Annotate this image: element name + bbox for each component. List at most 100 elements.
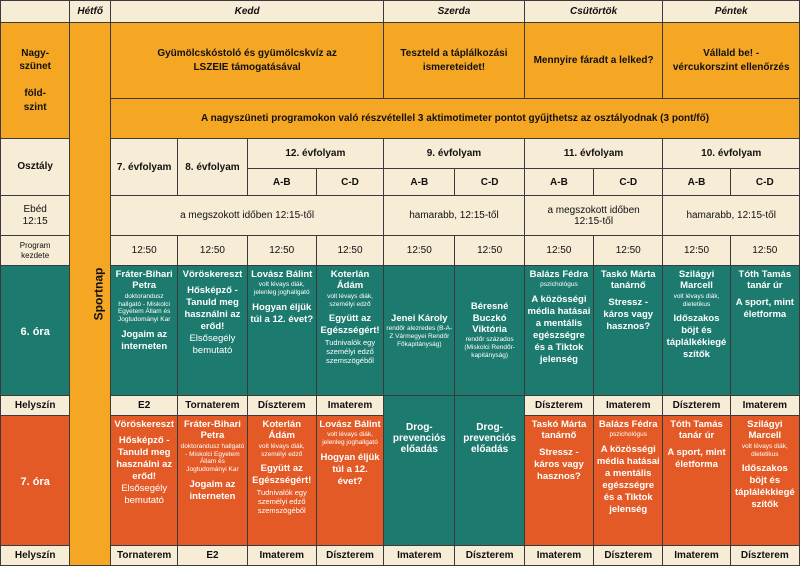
room-cell: Imaterem	[662, 545, 731, 566]
session-card: Tóth Tamás tanár úr A sport, mint életfor…	[729, 265, 800, 396]
section-11-ab: A-B	[523, 168, 595, 196]
day-thursday: Csütörtök	[523, 0, 664, 23]
room-cell: Imaterem	[383, 545, 456, 566]
session-card: Fráter-Bihari Petra doktorandusz hallgató…	[110, 265, 179, 396]
grade-11: 11. évfolyam	[523, 138, 664, 169]
period-7-label: 7. óra	[0, 415, 71, 546]
session-card: Szilágyi Marcell volt lévays diák, dietet…	[729, 415, 800, 546]
day-tuesday: Kedd	[110, 0, 385, 23]
lunch-csutortok: a megszokott időben 12:15-től	[523, 195, 664, 236]
grade-7: 7. évfolyam	[110, 138, 179, 196]
room-cell: Imaterem	[246, 545, 317, 566]
room-cell: Díszterem	[246, 395, 317, 416]
start-time: 12:50	[110, 235, 179, 266]
room-cell: Imaterem	[523, 545, 595, 566]
room-cell: Díszterem	[593, 545, 664, 566]
room-label: Helyszín	[0, 545, 71, 566]
start-time: 12:50	[729, 235, 800, 266]
room-label: Helyszín	[0, 395, 71, 416]
points-row: A nagyszüneti programokon való részvétel…	[1, 98, 800, 139]
grade-10: 10. évfolyam	[662, 138, 800, 169]
break-event-pentek: Vállald be! - vércukorszint ellenőrzés	[662, 22, 800, 99]
day-header-row: Hétfő Kedd Szerda Csütörtök Péntek	[0, 0, 800, 23]
grade-8: 8. évfolyam	[177, 138, 248, 196]
room-cell: Díszterem	[523, 395, 595, 416]
start-time: 12:50	[662, 235, 731, 266]
lunch-szerda: hamarabb, 12:15-től	[383, 195, 525, 236]
start-row: Program kezdete 12:50 12:50 12:50 12:50 …	[0, 235, 800, 266]
osztaly-label: Osztály	[0, 138, 71, 196]
grade-9: 9. évfolyam	[383, 138, 525, 169]
grade-12: 12. évfolyam	[246, 138, 385, 169]
drog-band-cell	[383, 395, 456, 416]
break-event-csutortok: Mennyire fáradt a lelked?	[523, 22, 664, 99]
section-11-cd: C-D	[593, 168, 664, 196]
sportnap-label: Sportnap	[91, 267, 106, 321]
section-10-cd: C-D	[729, 168, 800, 196]
lunch-row: Ebéd 12:15 a megszokott időben 12:15-től…	[0, 195, 800, 236]
day-friday: Péntek	[662, 0, 800, 23]
period-6-label: 6. óra	[0, 265, 71, 396]
session-card: Vöröskereszt Hősképző - Tanuld meg haszná…	[110, 415, 179, 546]
drog-title: Drog- prevenciós előadás	[383, 415, 456, 546]
start-time: 12:50	[177, 235, 248, 266]
start-time: 12:50	[315, 235, 385, 266]
break-label: Nagy- szünet föld- szint	[0, 22, 71, 139]
period-7-row: 7. óra Vöröskereszt Hősképző - Tanuld meg…	[0, 415, 800, 546]
start-label: Program kezdete	[0, 235, 71, 266]
room-cell: Díszterem	[454, 545, 525, 566]
corner-cell	[0, 0, 71, 23]
session-card: Balázs Fédra pszichológus A közösségi médi…	[593, 415, 664, 546]
section-12-ab: A-B	[246, 168, 317, 196]
session-card: Béresné Buczkó Viktória rendőr százados (…	[454, 265, 525, 396]
start-time: 12:50	[246, 235, 317, 266]
room-cell: Díszterem	[729, 545, 800, 566]
session-card: Balázs Fédra pszichológus A közösségi médi…	[523, 265, 595, 396]
session-card: Jenei Károly rendőr alezredes (B-A-Z Várm…	[383, 265, 456, 396]
points-note: A nagyszüneti programokon való részvétel…	[110, 98, 800, 139]
room-cell: E2	[177, 545, 248, 566]
grade-row: Osztály 7. évfolyam 8. évfolyam 12. évfo…	[0, 138, 800, 196]
session-card: Lovász Bálint volt lévays diák, jelenleg …	[246, 265, 317, 396]
room-cell: Imaterem	[315, 395, 385, 416]
session-card: Tóth Tamás tanár úr A sport, mint életfor…	[662, 415, 731, 546]
room-cell: Díszterem	[315, 545, 385, 566]
session-card: Fráter-Bihari Petra doktorandusz hallgató…	[177, 415, 248, 546]
room-row-7: Helyszín Tornaterem E2 Imaterem Dísztere…	[0, 545, 800, 566]
session-card: Lovász Bálint volt lévays diák, jelenleg …	[315, 415, 385, 546]
break-event-szerda: Teszteld a táplálkozási ismereteidet!	[383, 22, 525, 99]
day-monday: Hétfő	[69, 0, 112, 23]
room-cell: Imaterem	[593, 395, 664, 416]
session-card: Koterlán Ádám volt lévays diák, személyi …	[315, 265, 385, 396]
room-cell: E2	[110, 395, 179, 416]
room-row-6: Helyszín E2 Tornaterem Díszterem Imatere…	[0, 395, 800, 416]
lunch-kedd: a megszokott időben 12:15-től	[110, 195, 385, 236]
session-card: Taskó Márta tanárnő Stressz - káros vagy …	[593, 265, 664, 396]
break-row: Nagy- szünet föld- szint Sportnap Gyümöl…	[0, 22, 800, 566]
period-6-row: 6. óra Fráter-Bihari Petra doktorandusz h…	[0, 265, 800, 396]
session-card: Koterlán Ádám volt lévays diák, személyi …	[246, 415, 317, 546]
start-time: 12:50	[383, 235, 456, 266]
lunch-pentek: hamarabb, 12:15-től	[662, 195, 800, 236]
start-time: 12:50	[593, 235, 664, 266]
section-9-ab: A-B	[383, 168, 456, 196]
session-card: Taskó Márta tanárnő Stressz - káros vagy …	[523, 415, 595, 546]
section-9-cd: C-D	[454, 168, 525, 196]
session-card: Vöröskereszt Hősképző - Tanuld meg haszná…	[177, 265, 248, 396]
section-row: A-B C-D A-B C-D A-B C-D A-B C-D	[1, 168, 800, 196]
drog-title: Drog- prevenciós előadás	[454, 415, 525, 546]
session-card: Szilágyi Marcell volt lévays diák, dietet…	[662, 265, 731, 396]
drog-band-cell	[454, 395, 525, 416]
start-time: 12:50	[454, 235, 525, 266]
start-time: 12:50	[523, 235, 595, 266]
room-cell: Tornaterem	[110, 545, 179, 566]
section-10-ab: A-B	[662, 168, 731, 196]
room-cell: Tornaterem	[177, 395, 248, 416]
sportnap-cell: Sportnap	[69, 22, 112, 566]
break-event-kedd: Gyümölcskóstoló és gyümölcskvíz az LSZEI…	[110, 22, 385, 99]
lunch-label: Ebéd 12:15	[0, 195, 71, 236]
day-wednesday: Szerda	[383, 0, 525, 23]
room-cell: Imaterem	[729, 395, 800, 416]
